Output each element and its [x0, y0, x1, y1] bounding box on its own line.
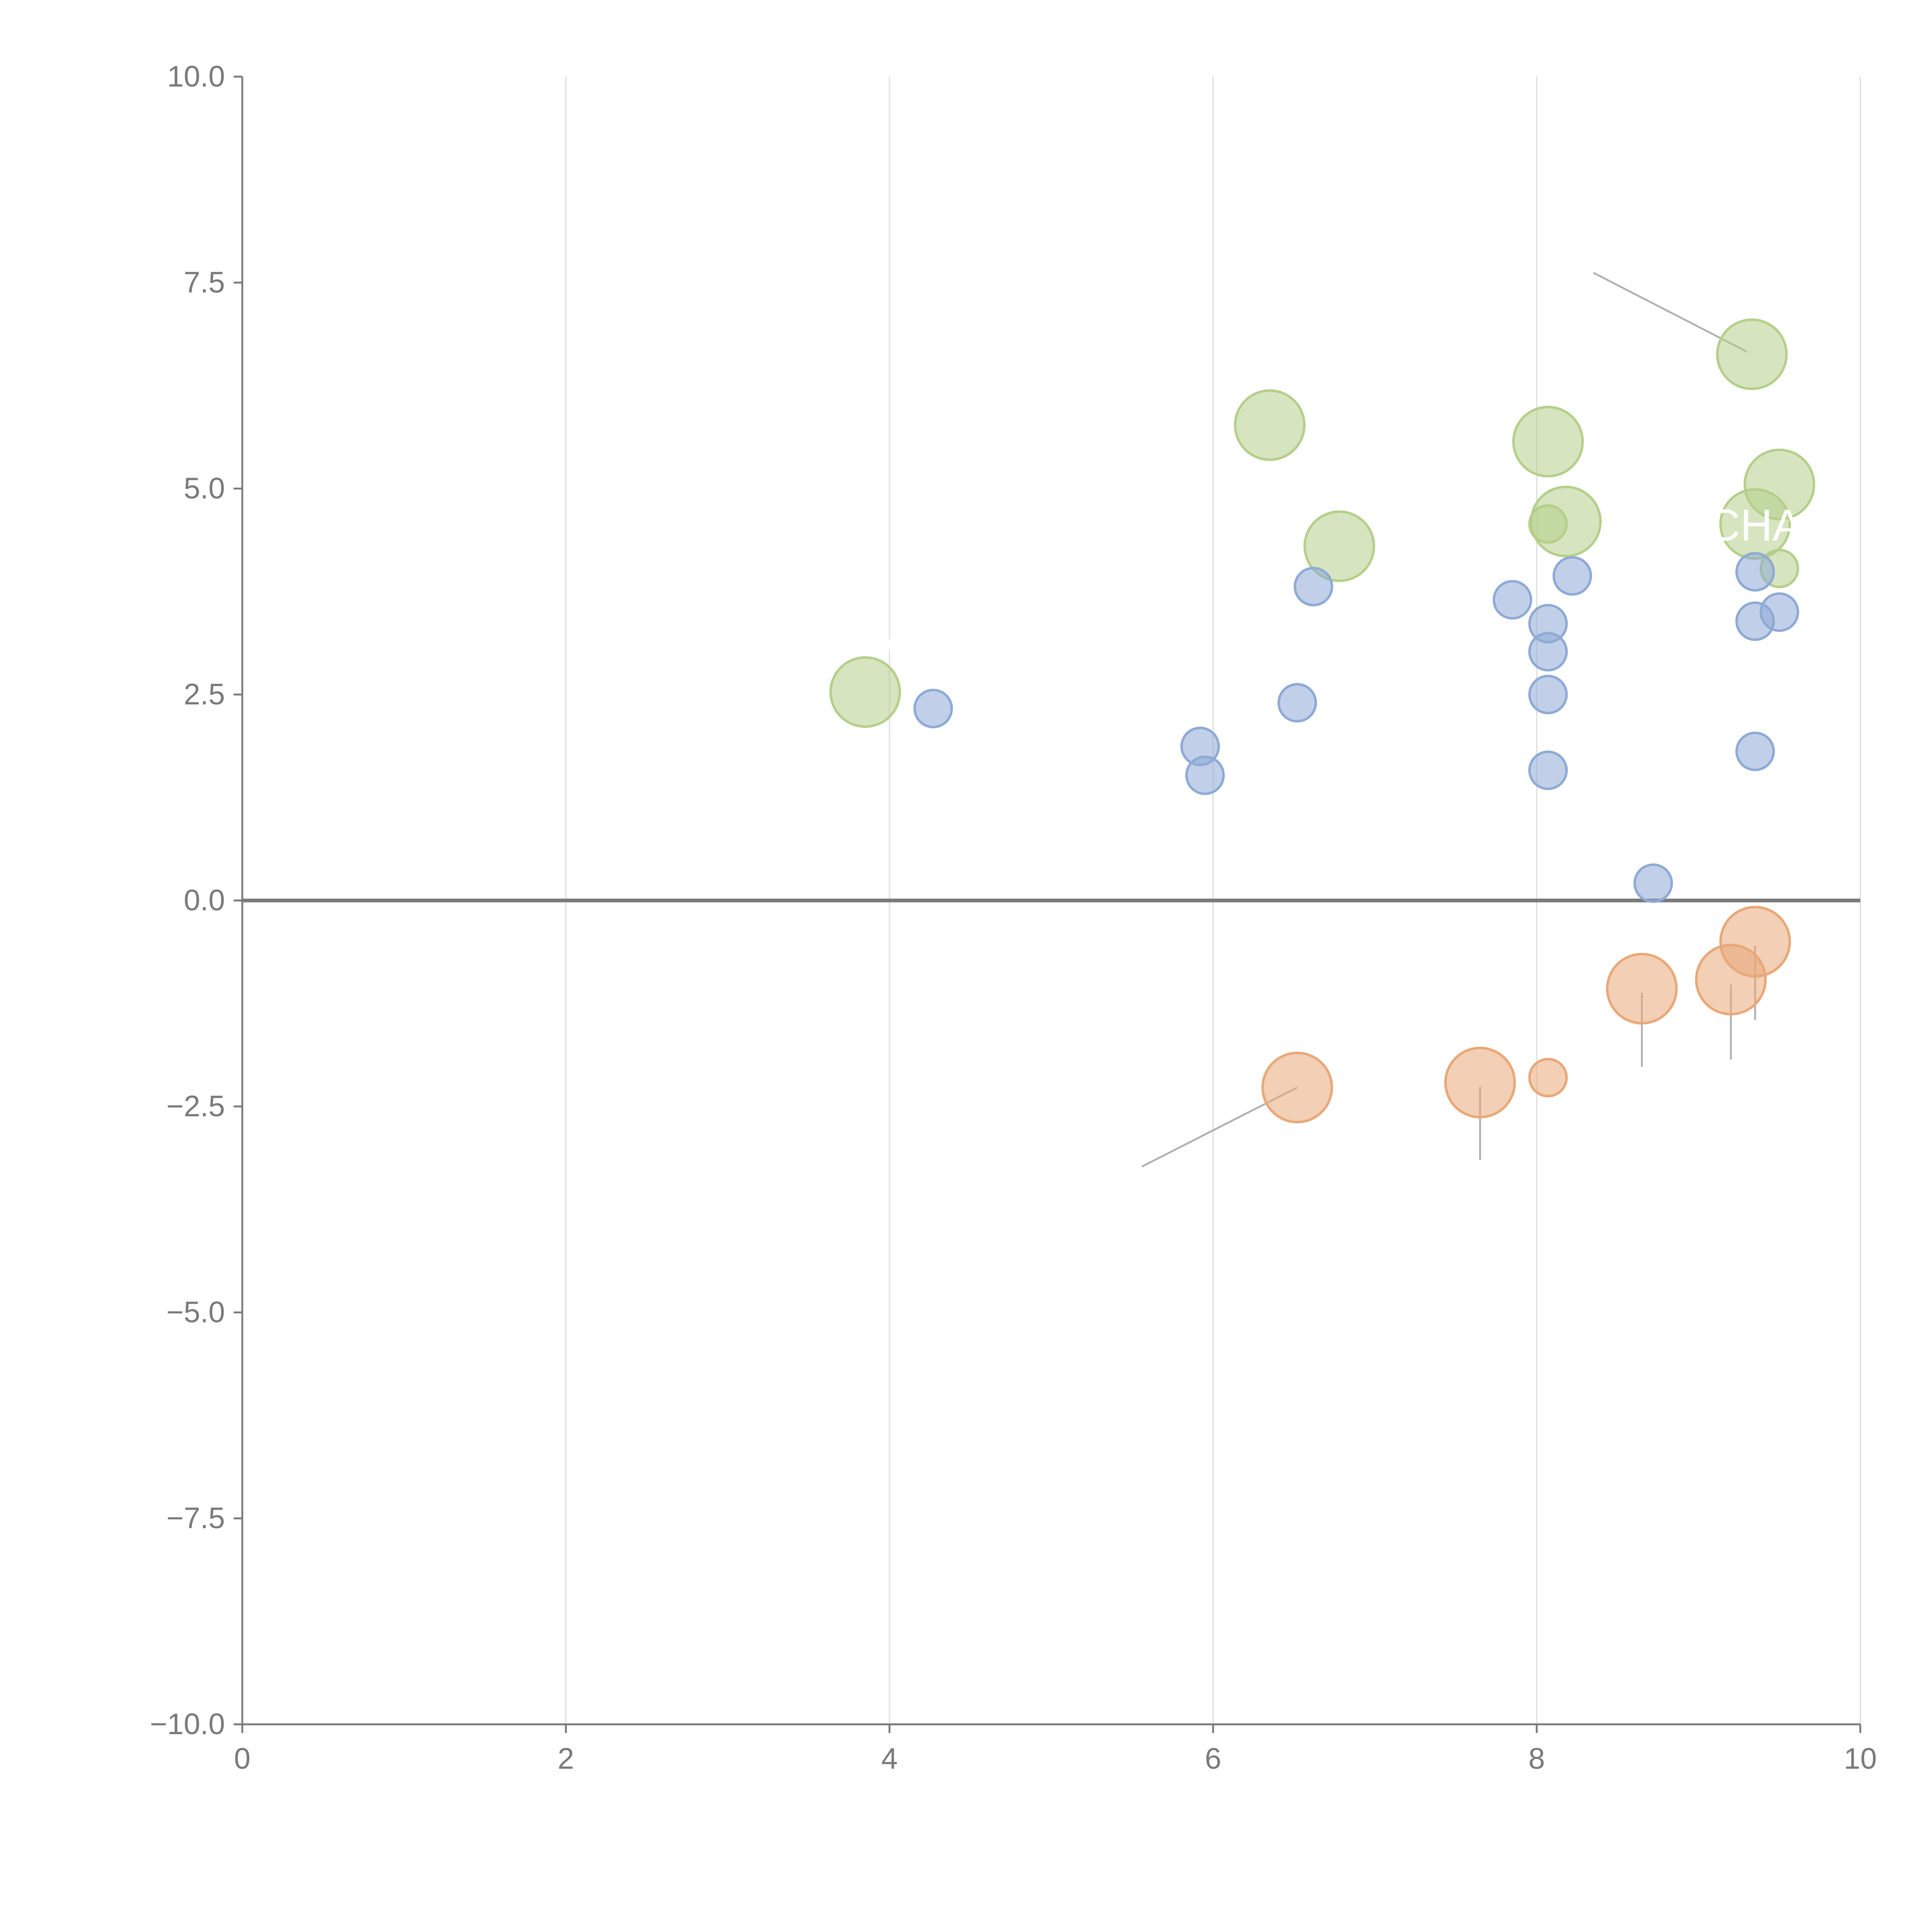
y-tick-label: −10.0	[150, 1708, 225, 1741]
green-data-point	[1716, 318, 1788, 390]
blue-data-point	[1492, 580, 1532, 620]
blue-data-point	[1633, 863, 1673, 903]
data-points	[829, 318, 1815, 1124]
point-annotation: A	[867, 616, 896, 665]
blue-data-point	[1759, 592, 1799, 632]
blue-data-point	[1185, 755, 1225, 795]
point-labels: CHA A L	[867, 465, 1802, 665]
orange-data-point	[1261, 1051, 1333, 1124]
blue-data-point	[1528, 750, 1568, 790]
blue-data-point	[1552, 556, 1592, 596]
blue-data-point	[1528, 632, 1568, 672]
x-tick-label: 6	[1205, 1743, 1221, 1776]
x-tick-label: 0	[234, 1743, 251, 1776]
orange-data-point	[1606, 952, 1678, 1025]
blue-data-point	[1277, 683, 1317, 723]
green-data-point	[829, 656, 901, 728]
green-data-point	[1528, 504, 1568, 544]
leader-lines	[1141, 272, 1777, 1168]
blue-data-point	[1735, 731, 1775, 771]
blue-data-point	[1293, 566, 1333, 607]
green-data-point	[1234, 389, 1306, 461]
y-tick-label: 7.5	[184, 266, 225, 299]
orange-data-point	[1444, 1046, 1516, 1119]
x-ticks: 0 2 4 6 8 10	[234, 1724, 1877, 1776]
point-annotation: CHA	[1708, 501, 1802, 550]
y-tick-label: 0.0	[184, 884, 225, 917]
x-tick-label: 8	[1529, 1743, 1545, 1776]
green-data-point	[1512, 406, 1584, 478]
y-tick-label: 2.5	[184, 678, 225, 711]
blue-data-point	[1735, 552, 1775, 592]
blue-data-point	[1528, 675, 1568, 714]
orange-data-point	[1528, 1058, 1568, 1098]
green-data-point	[1303, 510, 1375, 582]
blue-data-point	[913, 689, 953, 728]
y-tick-label: 10.0	[167, 60, 225, 93]
y-tick-label: −2.5	[167, 1090, 225, 1123]
x-tick-label: 2	[558, 1743, 574, 1776]
y-tick-label: −5.0	[167, 1296, 225, 1329]
orange-data-point	[1719, 906, 1791, 978]
point-annotation: L	[1333, 465, 1358, 515]
x-tick-label: 10	[1844, 1743, 1877, 1776]
y-tick-label: −7.5	[167, 1502, 225, 1535]
x-tick-label: 4	[881, 1743, 898, 1776]
y-ticks: 10.0 7.5 5.0 2.5 0.0 −2.5 −5.0 −7.5 −10.0	[150, 60, 242, 1741]
y-tick-label: 5.0	[184, 472, 225, 505]
